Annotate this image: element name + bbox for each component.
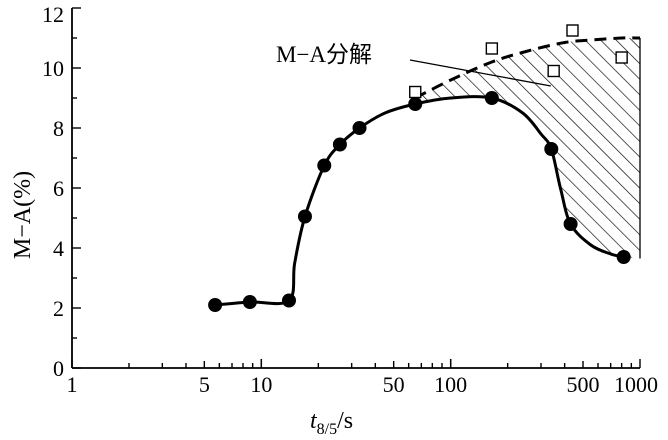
y-tick-label: 2	[53, 296, 64, 321]
data-point-filled-circle	[563, 217, 578, 231]
tick-labels: 1 5 10 50 100 500 1000 0 2 4 6 8 10 12	[42, 2, 658, 397]
annotation: M−A分解	[276, 42, 551, 87]
hatch-region-layer	[415, 37, 641, 259]
x-axis-title-text: t8/5/s	[310, 408, 353, 438]
data-point-filled-circle	[484, 91, 499, 105]
x-tick-label: 50	[383, 372, 405, 397]
hatched-decomposition-region	[415, 37, 640, 259]
data-markers	[208, 24, 631, 312]
data-point-filled-circle	[242, 295, 257, 309]
x-axis-title-sub: 8/5	[317, 421, 337, 438]
x-tick-label: 1000	[614, 372, 658, 397]
data-point-filled-circle	[616, 250, 631, 264]
x-tick-label: 1	[67, 372, 78, 397]
y-tick-label: 8	[53, 116, 64, 141]
x-axis-title-base: t	[310, 408, 318, 434]
y-tick-label: 0	[53, 356, 64, 381]
data-point-filled-circle	[317, 158, 332, 173]
axes	[71, 7, 641, 369]
data-point-open-square	[566, 24, 579, 37]
x-tick-label: 500	[567, 372, 600, 397]
x-tick-label: 10	[250, 372, 272, 397]
y-tick-label: 12	[42, 2, 64, 27]
data-point-filled-circle	[208, 298, 223, 312]
x-axis-title-unit: /s	[337, 408, 353, 434]
annotation-label: M−A分解	[276, 42, 372, 67]
x-tick-label: 5	[199, 372, 210, 397]
data-point-filled-circle	[297, 209, 312, 224]
y-tick-label: 4	[53, 236, 64, 261]
x-axis-title: t8/5/s	[310, 408, 353, 438]
data-point-open-square	[409, 85, 422, 99]
data-point-filled-circle	[544, 142, 559, 156]
data-point-filled-circle	[332, 137, 347, 152]
data-point-open-square	[547, 64, 560, 78]
annotation-leader-line	[409, 59, 551, 87]
data-point-open-square	[615, 51, 628, 64]
data-point-filled-circle	[282, 293, 297, 308]
y-tick-label: 6	[53, 176, 64, 201]
x-tick-label: 100	[434, 372, 467, 397]
data-point-open-square	[485, 42, 499, 55]
dashed-upper-curve	[414, 36, 641, 100]
data-point-filled-circle	[408, 97, 423, 111]
y-axis-title: M−A(%)	[10, 171, 36, 259]
y-tick-label: 10	[42, 56, 64, 81]
data-point-filled-circle	[352, 121, 367, 135]
